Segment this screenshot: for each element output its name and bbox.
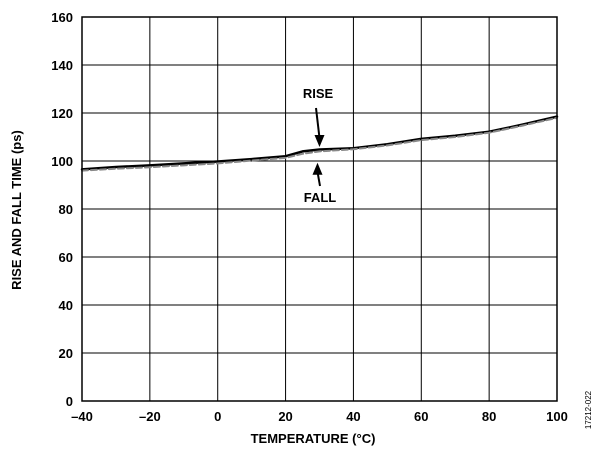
plot-frame [81,16,558,402]
fall-annotation-label: FALL [304,190,337,205]
y-tick-label: 120 [51,106,73,121]
x-tick-label: 0 [214,409,221,424]
y-axis-ticks: 0 20 40 60 80 100 120 140 160 [51,10,73,409]
y-tick-label: 60 [59,250,73,265]
y-tick-label: 100 [51,154,73,169]
figure-id: 17212-022 [584,390,593,429]
y-tick-label: 40 [59,298,73,313]
fall-arrow-head [312,162,323,175]
y-tick-label: 160 [51,10,73,25]
y-tick-label: 80 [59,202,73,217]
annotations: RISE FALL [303,86,336,205]
x-axis-ticks: –40 –20 0 20 40 60 80 100 [71,409,568,424]
x-tick-label: –40 [71,409,93,424]
y-tick-label: 20 [59,346,73,361]
plot-area-border [81,16,558,402]
y-axis-title: RISE AND FALL TIME (ps) [9,130,24,290]
series-lines [80,115,559,172]
x-tick-label: 100 [546,409,568,424]
x-tick-label: 60 [414,409,428,424]
y-tick-label: 0 [66,394,73,409]
x-tick-label: –20 [139,409,161,424]
x-tick-label: 80 [482,409,496,424]
grid [82,17,557,401]
x-axis-title: TEMPERATURE (°C) [251,431,376,446]
series-line-rise [80,115,559,171]
rise-arrow-head [314,135,325,147]
x-tick-label: 40 [346,409,360,424]
rise-annotation-label: RISE [303,86,334,101]
x-tick-label: 20 [278,409,292,424]
y-tick-label: 140 [51,58,73,73]
series-line-fall [81,116,558,172]
rise-arrow-shaft [315,107,321,139]
